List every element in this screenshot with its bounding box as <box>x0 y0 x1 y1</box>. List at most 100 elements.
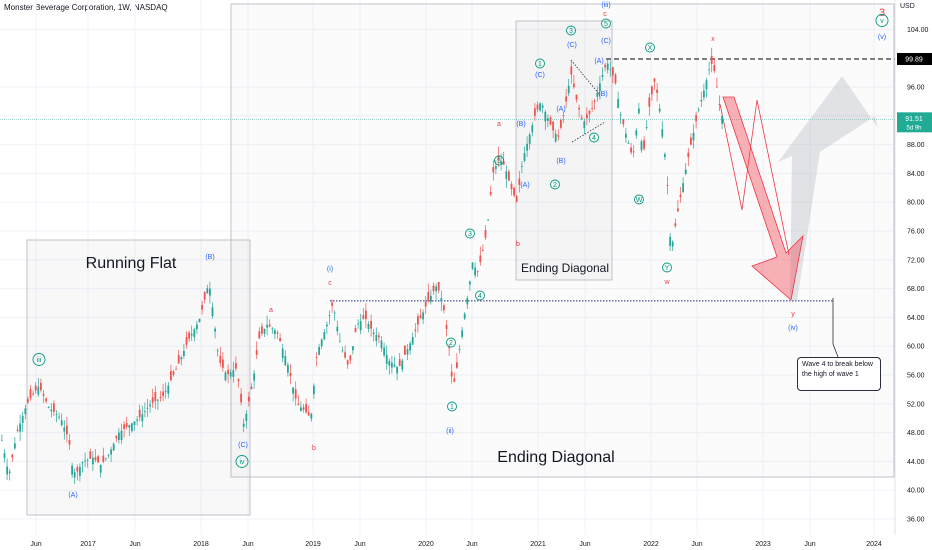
candle-body <box>687 152 690 158</box>
candle-body <box>375 334 378 342</box>
candle-body <box>534 108 536 116</box>
candle-body <box>716 86 718 88</box>
y-tick-label: 48.00 <box>907 430 925 437</box>
wave-label: (ii) <box>446 428 454 435</box>
candle-body <box>492 167 495 173</box>
wave-label: (iii) <box>601 2 610 9</box>
y-tick-label: 52.00 <box>907 401 925 408</box>
candle-body <box>440 298 443 302</box>
candle-body <box>349 355 352 361</box>
candle-body <box>554 133 557 142</box>
wave-label-circle <box>447 401 457 412</box>
candle-body <box>313 385 315 395</box>
candle-body <box>211 307 214 317</box>
candle-body <box>105 458 107 460</box>
bearish-projection-arrow <box>722 96 804 301</box>
candle-body <box>310 413 313 419</box>
wave-label: 3 <box>569 28 573 35</box>
y-tick-label: 36.00 <box>907 517 925 524</box>
candle-body <box>261 326 263 334</box>
candle-body <box>593 100 596 102</box>
candle-body <box>606 63 609 70</box>
candle-body <box>448 347 450 349</box>
candle-body <box>24 408 27 415</box>
wave-label: v <box>880 18 884 25</box>
candle-body <box>557 135 560 137</box>
bullish-projection-arrow <box>778 76 878 301</box>
y-tick-label: 64.00 <box>907 315 925 322</box>
candle-body <box>50 409 53 412</box>
wave-label: (i) <box>327 266 333 273</box>
wave-label: (A) <box>520 182 529 189</box>
candle-body <box>42 393 45 396</box>
wave-label: 3 <box>468 231 472 238</box>
candle-body <box>326 324 328 327</box>
candle-body <box>505 171 508 179</box>
candle-body <box>515 196 518 202</box>
current-price-badge <box>897 112 932 133</box>
candle-body <box>385 354 388 364</box>
y-tick-label: 88.00 <box>907 142 925 149</box>
wave-label: (A) <box>68 492 77 499</box>
candle-body <box>622 119 625 125</box>
candle-body <box>619 114 622 116</box>
candle-body <box>149 404 151 407</box>
candle-body <box>705 80 708 90</box>
candle-body <box>242 423 245 427</box>
wave-label: b <box>312 445 316 452</box>
diagonal-trendline-bottom <box>571 121 606 143</box>
candle-body <box>27 399 29 403</box>
candle-body <box>318 347 320 355</box>
candle-body <box>651 86 653 95</box>
candle-body <box>224 372 227 381</box>
candle-body <box>435 286 437 292</box>
candle-body <box>250 386 253 389</box>
candle-body <box>692 132 695 141</box>
candle-body <box>474 267 476 276</box>
candle-body <box>281 348 284 358</box>
wave-label: Y <box>665 265 670 272</box>
candle-body <box>71 465 73 475</box>
candle-body <box>331 302 333 306</box>
wave-label-circle <box>446 337 456 348</box>
wave-label: a <box>497 121 501 128</box>
candle-body <box>66 425 68 435</box>
candle-body <box>596 92 599 97</box>
candle-body <box>612 67 614 76</box>
candle-body <box>227 369 229 375</box>
candle-body <box>476 271 479 272</box>
candle-body <box>411 337 414 345</box>
candle-body <box>89 451 92 459</box>
wave-label: y <box>791 311 795 318</box>
candle-body <box>523 153 526 161</box>
candle-body <box>635 130 638 136</box>
y-tick-label: 80.00 <box>907 200 925 207</box>
wave-label: (B) <box>516 121 525 128</box>
candle-body <box>526 143 528 151</box>
wave-label-circle <box>566 25 576 36</box>
candle-body <box>63 427 66 432</box>
candle-body <box>284 355 287 366</box>
candle-body <box>268 324 271 327</box>
wave-label-circle <box>601 18 611 29</box>
candle-body <box>120 430 123 440</box>
candle-body <box>81 462 84 464</box>
candle-body <box>404 345 406 355</box>
x-tick-label: Jun <box>30 541 41 548</box>
candle-body <box>432 285 435 292</box>
candle-body <box>679 194 682 198</box>
candle-body <box>370 320 372 329</box>
wave-label: iv <box>239 459 245 466</box>
candle-body <box>461 330 463 337</box>
candle-body <box>339 340 341 342</box>
candle-body <box>94 457 97 461</box>
candle-body <box>6 466 8 475</box>
candle-body <box>336 326 339 332</box>
ending-diagonal-small-box <box>515 20 613 281</box>
candle-body <box>471 262 474 269</box>
candle-body <box>175 368 177 370</box>
candle-body <box>86 459 89 461</box>
candle-body <box>510 183 513 190</box>
x-tick-label: Jun <box>466 541 477 548</box>
